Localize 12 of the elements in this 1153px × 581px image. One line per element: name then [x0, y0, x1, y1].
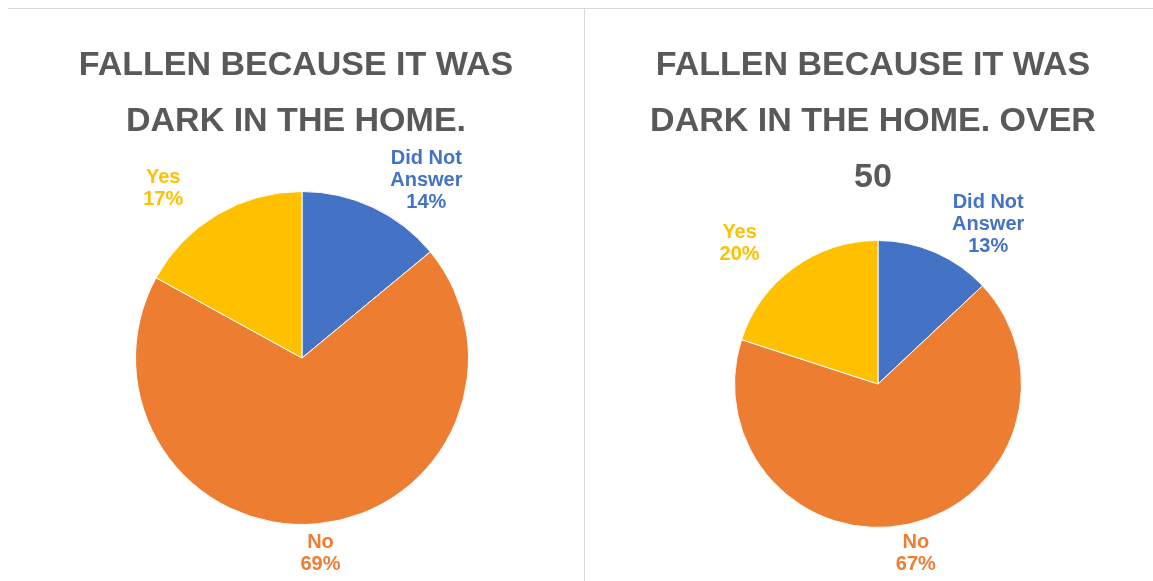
chart-title: FALLEN BECAUSE IT WAS DARK IN THE HOME. [77, 43, 515, 140]
data-label: 13% [968, 234, 1009, 257]
slice-label: No [902, 529, 930, 552]
data-label: 14% [406, 189, 447, 212]
data-label: 69% [300, 552, 341, 575]
data-label: 20% [719, 242, 760, 265]
data-label: 17% [143, 187, 184, 210]
slice-label: Did Not Answer [390, 145, 463, 190]
slice-label: Yes [146, 165, 181, 188]
data-label: 67% [895, 551, 937, 574]
slice-label: Yes [722, 220, 757, 243]
slice-label: No [307, 530, 334, 553]
